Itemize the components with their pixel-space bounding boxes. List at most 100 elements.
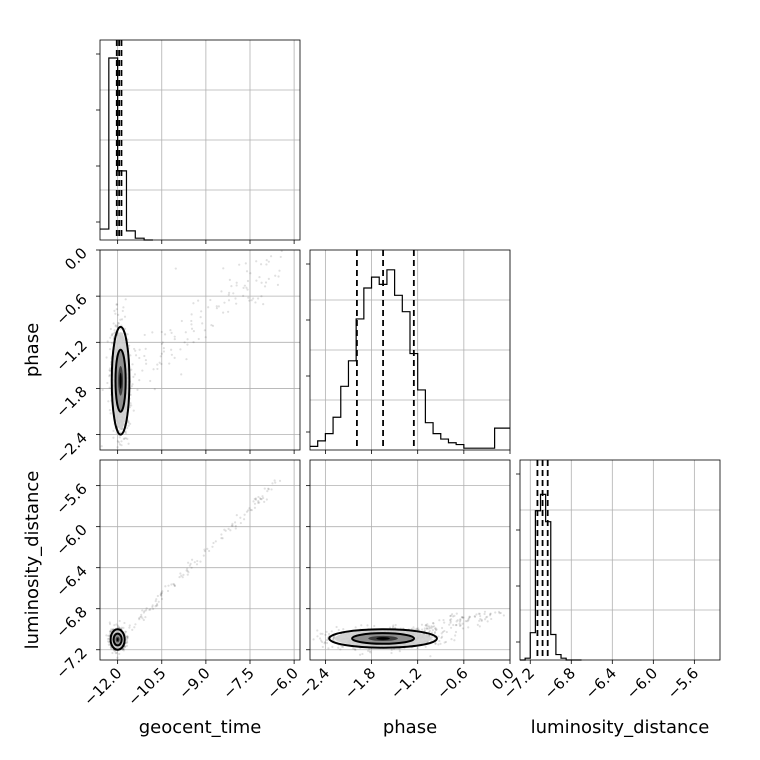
scatter-point	[255, 260, 258, 263]
scatter-point	[186, 567, 189, 570]
scatter-point	[154, 605, 157, 608]
scatter-point	[423, 629, 426, 632]
scatter-point	[115, 651, 118, 654]
scatter-point	[243, 513, 246, 516]
scatter-point	[280, 249, 283, 253]
scatter-point	[115, 308, 118, 311]
scatter-point	[163, 333, 167, 336]
scatter-point	[131, 628, 134, 631]
scatter-point	[267, 277, 270, 280]
scatter-point	[126, 437, 129, 440]
scatter-point	[227, 293, 230, 296]
scatter-point	[160, 594, 163, 597]
scatter-point	[112, 436, 115, 439]
scatter-point	[249, 508, 252, 512]
scatter-point	[222, 311, 225, 314]
scatter-point	[358, 653, 362, 656]
scatter-point	[262, 496, 265, 500]
scatter-point	[274, 274, 277, 277]
scatter-point	[235, 302, 238, 305]
scatter-point	[494, 611, 497, 614]
scatter-point	[278, 479, 282, 482]
scatter-point	[190, 319, 193, 323]
scatter-point	[412, 626, 415, 629]
scatter-point	[192, 341, 195, 344]
scatter-point	[187, 561, 190, 564]
scatter-point	[459, 624, 462, 627]
scatter-point	[113, 309, 116, 312]
scatter-point	[254, 497, 257, 500]
scatter-point	[467, 617, 471, 620]
tick-label-luminosity_distance: −6.0	[52, 521, 90, 559]
scatter-point	[246, 279, 250, 283]
scatter-point	[266, 490, 269, 493]
scatter-point	[462, 616, 465, 619]
scatter-point	[173, 356, 176, 359]
panel-border-2-0	[99, 459, 301, 661]
scatter-point	[340, 645, 343, 648]
tick-label-luminosity_distance: −6.0	[623, 664, 661, 702]
scatter-point	[124, 432, 128, 435]
scatter-point	[138, 348, 141, 351]
scatter-point	[120, 444, 123, 447]
scatter-point	[155, 598, 158, 601]
scatter-point	[245, 510, 249, 513]
scatter-point	[464, 620, 467, 623]
scatter-point	[111, 332, 114, 335]
scatter-point	[113, 650, 116, 653]
panel-bg-2-1	[310, 460, 510, 660]
scatter-point	[107, 400, 110, 403]
tick-label-luminosity_distance: −7.2	[52, 644, 90, 682]
scatter-point	[391, 625, 395, 628]
scatter-point	[109, 369, 112, 373]
scatter-point	[248, 299, 251, 302]
scatter-point	[366, 649, 370, 653]
scatter-point	[109, 630, 112, 634]
scatter-point	[110, 628, 113, 631]
scatter-point	[430, 627, 433, 630]
scatter-point	[264, 281, 268, 284]
scatter-point	[461, 627, 465, 630]
scatter-point	[235, 281, 238, 284]
scatter-point	[173, 583, 176, 586]
scatter-point	[425, 627, 429, 631]
scatter-point	[123, 621, 126, 625]
scatter-point	[265, 259, 268, 262]
scatter-point	[449, 621, 452, 624]
contour-inner	[114, 348, 127, 413]
scatter-point	[453, 639, 456, 642]
scatter-point	[253, 502, 257, 505]
scatter-point	[112, 322, 115, 325]
scatter-point	[392, 624, 395, 627]
scatter-point	[431, 622, 435, 625]
scatter-point	[185, 358, 188, 361]
scatter-point	[111, 651, 114, 655]
scatter-point	[461, 616, 464, 619]
scatter-point	[190, 566, 193, 569]
scatter-point	[156, 594, 159, 598]
scatter-point	[502, 614, 505, 617]
scatter-point	[160, 592, 163, 595]
scatter-point	[140, 615, 143, 618]
scatter-point	[138, 617, 141, 620]
scatter-point	[442, 618, 445, 622]
scatter-point	[140, 613, 143, 616]
scatter-point	[321, 645, 324, 649]
scatter-point	[108, 375, 111, 378]
scatter-point	[489, 612, 492, 615]
scatter-point	[425, 627, 428, 630]
scatter-point	[458, 624, 462, 627]
scatter-point	[116, 624, 120, 627]
scatter-point	[199, 560, 202, 563]
scatter-point	[125, 640, 129, 643]
scatter-point	[263, 487, 266, 490]
scatter-point	[203, 548, 206, 551]
panel-border-2-2	[519, 459, 721, 661]
scatter-point	[479, 614, 482, 618]
scatter-point	[108, 630, 112, 633]
density-peak	[116, 637, 119, 642]
scatter-point	[125, 638, 129, 641]
scatter-point	[109, 630, 113, 633]
scatter-point	[203, 329, 206, 332]
scatter-point	[327, 632, 331, 636]
